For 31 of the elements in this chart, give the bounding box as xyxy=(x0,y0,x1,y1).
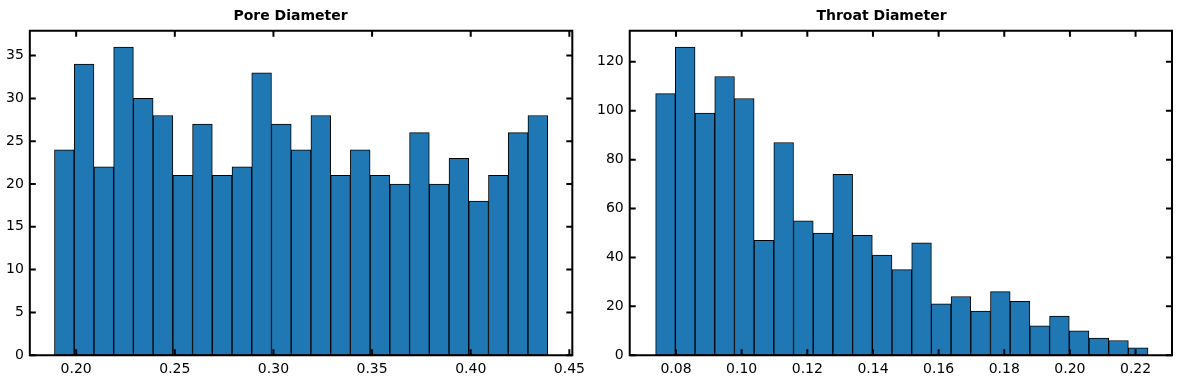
y-tick-label: 10 xyxy=(5,260,24,277)
x-tick-label: 0.14 xyxy=(857,360,889,377)
x-tick-label: 0.45 xyxy=(553,360,585,377)
y-tick-label: 30 xyxy=(5,89,24,106)
x-tick-label: 0.22 xyxy=(1119,360,1152,377)
x-tick-label: 0.20 xyxy=(60,360,92,377)
y-tick-label: 0 xyxy=(14,345,24,362)
x-tick-label: 0.08 xyxy=(660,360,692,377)
x-tick-label: 0.20 xyxy=(1054,360,1086,377)
y-tick-label: 20 xyxy=(605,296,624,313)
x-tick-label: 0.40 xyxy=(455,360,487,377)
x-tick-label: 0.18 xyxy=(988,360,1020,377)
x-tick-label: 0.16 xyxy=(923,360,955,377)
y-tick-label: 100 xyxy=(596,101,624,118)
x-tick-label: 0.12 xyxy=(791,360,823,377)
x-tick-label: 0.35 xyxy=(356,360,388,377)
y-tick-label: 20 xyxy=(5,174,24,191)
y-tick-label: 5 xyxy=(14,303,24,320)
y-tick-label: 60 xyxy=(605,199,624,216)
x-tick-label: 0.30 xyxy=(257,360,290,377)
y-tick-label: 25 xyxy=(5,131,24,148)
y-tick-label: 35 xyxy=(5,46,24,63)
y-tick-label: 0 xyxy=(614,345,624,362)
chart-title: Throat Diameter xyxy=(816,7,947,24)
y-tick-label: 80 xyxy=(605,150,624,167)
x-tick-label: 0.25 xyxy=(159,360,191,377)
x-tick-label: 0.10 xyxy=(726,360,758,377)
y-tick-label: 120 xyxy=(596,52,624,69)
y-tick-label: 15 xyxy=(5,217,24,234)
chart-title: Pore Diameter xyxy=(233,7,348,24)
y-tick-label: 40 xyxy=(605,248,624,265)
